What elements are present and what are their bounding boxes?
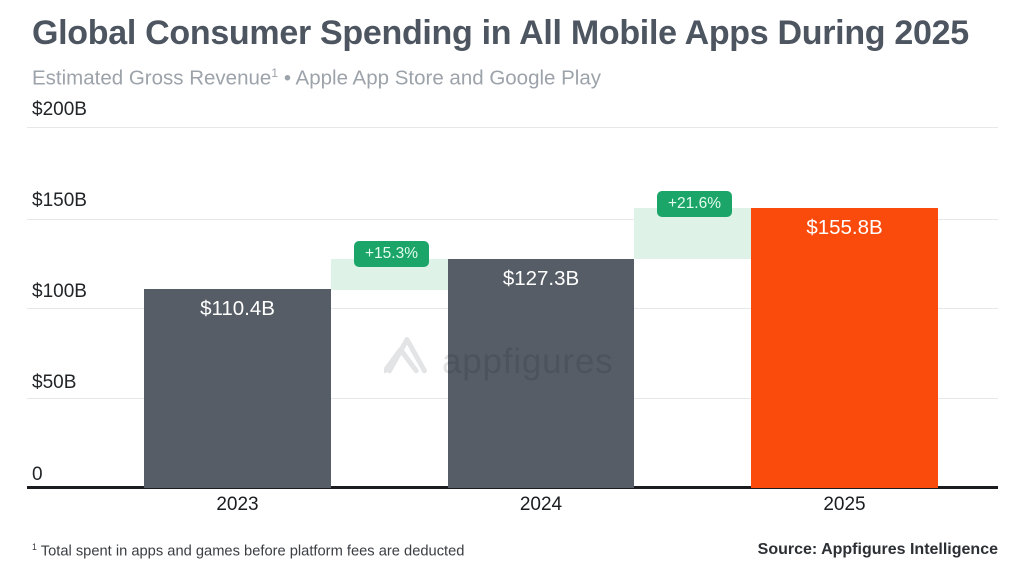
svg-text:appfigures: appfigures	[442, 342, 613, 381]
